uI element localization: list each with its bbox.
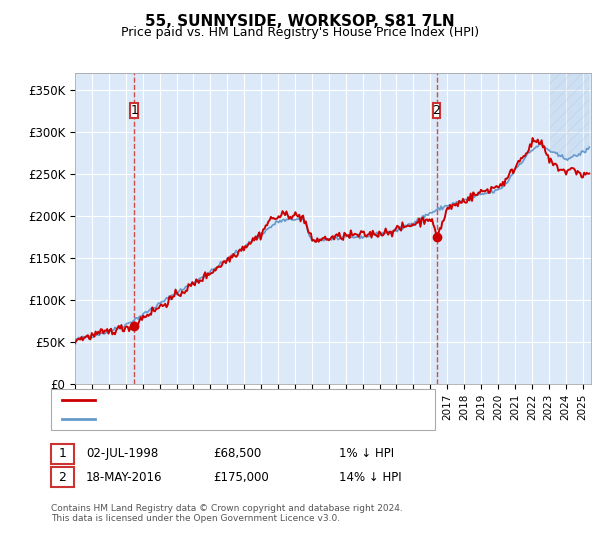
Text: 02-JUL-1998: 02-JUL-1998 — [86, 447, 158, 460]
Text: 18-MAY-2016: 18-MAY-2016 — [86, 470, 162, 484]
Text: 2: 2 — [433, 104, 440, 117]
Text: £68,500: £68,500 — [213, 447, 261, 460]
Bar — [130, 103, 138, 118]
Bar — [433, 103, 440, 118]
Text: 1% ↓ HPI: 1% ↓ HPI — [339, 447, 394, 460]
Text: Contains HM Land Registry data © Crown copyright and database right 2024.
This d: Contains HM Land Registry data © Crown c… — [51, 504, 403, 524]
Text: 14% ↓ HPI: 14% ↓ HPI — [339, 470, 401, 484]
Text: 2: 2 — [58, 470, 67, 484]
Text: 55, SUNNYSIDE, WORKSOP, S81 7LN (detached house): 55, SUNNYSIDE, WORKSOP, S81 7LN (detache… — [102, 395, 401, 405]
Text: HPI: Average price, detached house, Bassetlaw: HPI: Average price, detached house, Bass… — [102, 414, 359, 423]
Text: 1: 1 — [58, 447, 67, 460]
Text: Price paid vs. HM Land Registry's House Price Index (HPI): Price paid vs. HM Land Registry's House … — [121, 26, 479, 39]
Text: 1: 1 — [130, 104, 138, 117]
Text: £175,000: £175,000 — [213, 470, 269, 484]
Text: 55, SUNNYSIDE, WORKSOP, S81 7LN: 55, SUNNYSIDE, WORKSOP, S81 7LN — [145, 14, 455, 29]
